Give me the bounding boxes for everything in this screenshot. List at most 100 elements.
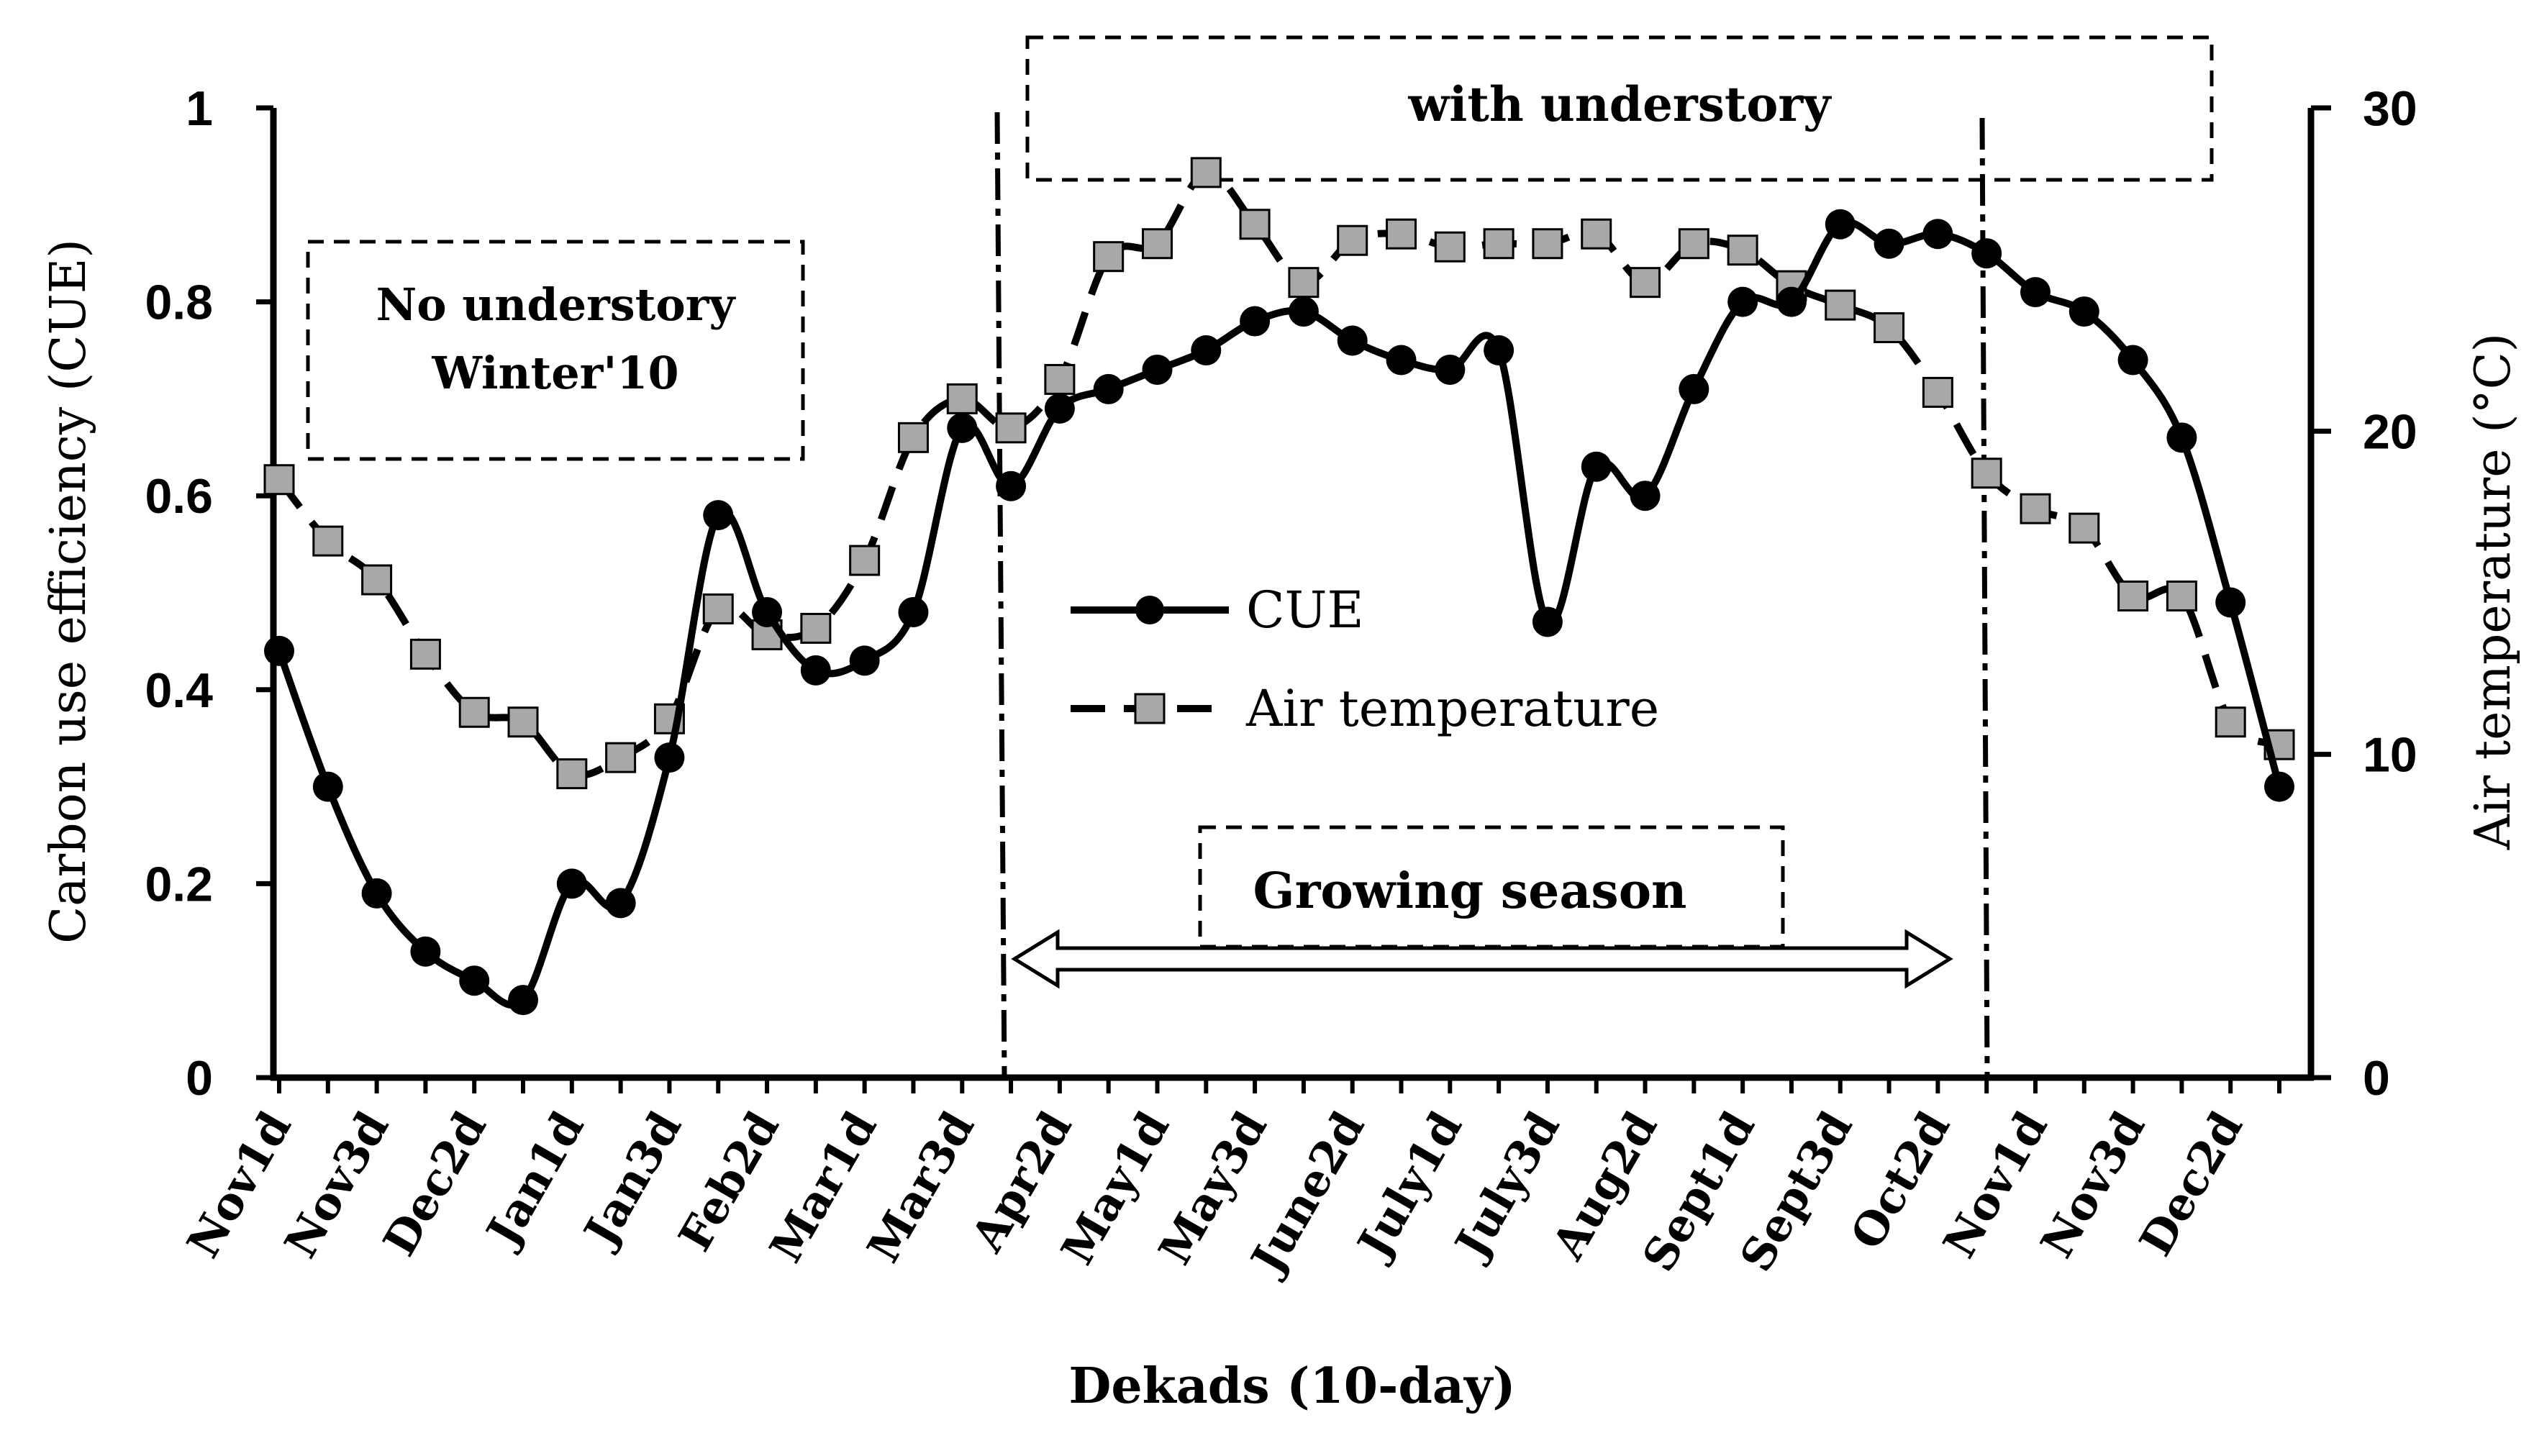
x-axis-title: Dekads (10-day)	[1068, 1357, 1515, 1415]
air-temperature-point	[1337, 224, 1368, 256]
air-temperature-point	[1874, 312, 1905, 344]
air-temperature-point	[1727, 235, 1758, 266]
cue-point	[1727, 286, 1758, 317]
with-understory-box	[1025, 35, 2214, 182]
season-start-line	[994, 112, 1007, 1077]
cue-point	[312, 771, 343, 802]
cue-point	[459, 965, 490, 996]
air-temperature-point	[849, 545, 881, 576]
cue-point	[361, 878, 392, 909]
no-understory-label-line2: Winter'10	[431, 347, 678, 399]
cue-point	[996, 470, 1027, 501]
cue-point	[1240, 306, 1271, 337]
x-axis-ticks: Nov1dNov3dDec2dJan1dJan3dFeb2dMar1dMar3d…	[176, 1078, 2281, 1285]
right-tick-label: 30	[2363, 81, 2417, 136]
air-temperature-point	[507, 706, 539, 738]
air-temperature-point	[1971, 458, 2002, 489]
cue-point	[556, 868, 587, 899]
cue-point	[410, 936, 441, 967]
air-temperature-point	[800, 612, 832, 644]
left-tick-label: 0	[186, 1051, 213, 1106]
cue-series	[264, 209, 2294, 1016]
air-temperature-point	[1630, 267, 1661, 299]
left-tick-label: 1	[186, 81, 213, 136]
air-temperature-point	[1825, 289, 1856, 321]
left-tick-label: 0.6	[145, 469, 213, 524]
cue-point	[898, 596, 929, 627]
air-temperature-point	[2166, 580, 2197, 611]
y-axis-title: Carbon use efficiency (CUE)	[40, 239, 97, 944]
air-temperature-point	[2020, 493, 2051, 524]
with-understory-label: with understory	[1407, 76, 1832, 132]
cue-point	[1191, 335, 1222, 365]
cue-point	[508, 985, 539, 1016]
cue-point	[1922, 219, 1953, 250]
air-temperature-point	[556, 758, 588, 790]
growing-season-label: Growing season	[1253, 863, 1687, 920]
cue-point	[1288, 296, 1319, 327]
cue-point	[1630, 481, 1661, 511]
cue-point	[947, 412, 978, 443]
axes	[270, 108, 2315, 1081]
left-tick-label: 0.2	[145, 857, 213, 911]
air-temperature-series	[263, 157, 2295, 790]
y2-axis-title: Air temperature (°C)	[2465, 333, 2522, 850]
cue-point	[849, 645, 880, 676]
air-temperature-point	[605, 742, 637, 773]
air-temperature-point	[1483, 228, 1515, 260]
air-temperature-point	[1141, 228, 1173, 260]
left-axis-ticks: 0 0.2 0.4 0.6 0.8 1	[145, 81, 273, 1106]
cue-point	[264, 635, 294, 666]
cue-point	[1679, 373, 1709, 404]
air-temperature-point	[946, 383, 978, 414]
air-temperature-point	[2117, 580, 2149, 611]
cue-point	[703, 500, 734, 531]
air-temperature-point	[2215, 706, 2246, 738]
right-tick-label: 0	[2363, 1051, 2390, 1106]
cue-point	[1386, 345, 1417, 376]
cue-point	[2264, 771, 2294, 802]
right-tick-label: 20	[2363, 404, 2417, 459]
cue-point	[1484, 335, 1515, 365]
cue-point	[1337, 325, 1368, 356]
air-temperature-point	[1190, 157, 1222, 188]
growing-season-arrow	[1011, 929, 1953, 989]
cue-point	[1874, 228, 1904, 259]
air-temperature-point	[1678, 228, 1709, 260]
cue-point	[1581, 451, 1612, 482]
cue-point	[1971, 238, 2002, 269]
cue-point	[2020, 277, 2051, 308]
cue-point	[2166, 422, 2197, 453]
air-temperature-point	[1386, 218, 1417, 250]
cue-point	[654, 742, 685, 773]
air-temperature-point	[361, 564, 393, 596]
air-temperature-point	[897, 422, 929, 453]
air-temperature-point	[263, 464, 295, 496]
cue-point	[1435, 354, 1466, 385]
cue-point	[1776, 286, 1807, 317]
no-understory-box	[306, 240, 805, 461]
air-temperature-point	[1581, 218, 1612, 250]
right-tick-label: 10	[2363, 728, 2417, 783]
cue-point	[1142, 354, 1173, 385]
season-end-line	[1979, 117, 1990, 1077]
air-temperature-point	[1532, 228, 1563, 260]
legend-temp-marker	[1134, 693, 1166, 724]
right-axis-ticks: 0 10 20 30	[2311, 81, 2417, 1106]
air-temperature-point	[995, 412, 1027, 444]
air-temperature-point	[458, 696, 490, 728]
cue-point	[1825, 209, 1856, 240]
cue-point	[752, 596, 783, 627]
air-temperature-point	[2068, 512, 2100, 544]
air-temperature-point	[1922, 376, 1953, 408]
legend-cue-label: CUE	[1246, 581, 1364, 640]
cue-point	[2068, 296, 2099, 327]
cue-point	[800, 655, 831, 686]
no-understory-label-line1: No understory	[376, 278, 737, 331]
cue-point	[1532, 606, 1563, 637]
legend-temp-label: Air temperature	[1245, 679, 1659, 738]
legend: CUE Air temperature	[1071, 581, 1659, 738]
air-temperature-point	[312, 525, 344, 557]
left-tick-label: 0.4	[145, 663, 213, 718]
